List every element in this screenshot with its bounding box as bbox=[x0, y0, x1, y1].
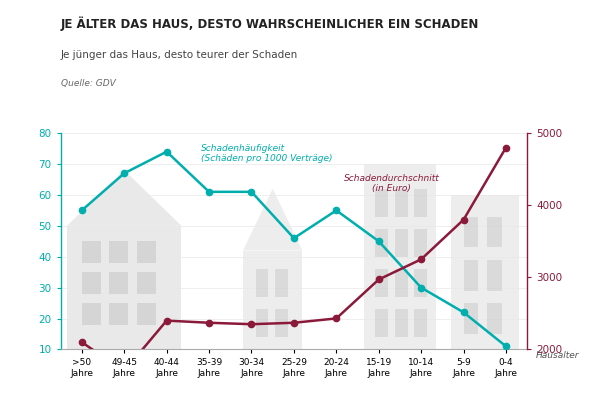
Bar bbox=[375, 269, 388, 297]
Bar bbox=[375, 309, 388, 337]
Bar bbox=[395, 189, 408, 217]
Bar bbox=[415, 269, 427, 297]
Bar bbox=[275, 269, 288, 297]
Bar bbox=[256, 309, 268, 337]
Polygon shape bbox=[67, 170, 182, 226]
Text: Je jünger das Haus, desto teurer der Schaden: Je jünger das Haus, desto teurer der Sch… bbox=[61, 50, 298, 60]
Text: Quelle: GDV: Quelle: GDV bbox=[61, 79, 115, 88]
Bar bbox=[395, 309, 408, 337]
Bar bbox=[451, 195, 519, 349]
Bar bbox=[110, 241, 128, 263]
Bar bbox=[110, 272, 128, 294]
Bar bbox=[243, 250, 302, 349]
Bar bbox=[487, 260, 502, 291]
Bar bbox=[395, 229, 408, 257]
Bar bbox=[256, 269, 268, 297]
Text: Schadenhäufigkeit
(Schäden pro 1000 Verträge): Schadenhäufigkeit (Schäden pro 1000 Vert… bbox=[201, 144, 332, 163]
Text: JE ÄLTER DAS HAUS, DESTO WAHRSCHEINLICHER EIN SCHADEN: JE ÄLTER DAS HAUS, DESTO WAHRSCHEINLICHE… bbox=[61, 17, 479, 31]
Bar bbox=[487, 217, 502, 248]
Bar bbox=[82, 241, 101, 263]
Bar bbox=[82, 272, 101, 294]
Text: Schadendurchschnitt
(in Euro): Schadendurchschnitt (in Euro) bbox=[344, 174, 439, 193]
Bar bbox=[487, 303, 502, 334]
Bar bbox=[82, 303, 101, 325]
Bar bbox=[415, 189, 427, 217]
Bar bbox=[464, 217, 479, 248]
Bar bbox=[415, 229, 427, 257]
Polygon shape bbox=[243, 189, 302, 250]
Bar bbox=[137, 303, 156, 325]
Bar bbox=[464, 260, 479, 291]
Bar bbox=[375, 189, 388, 217]
Bar bbox=[375, 229, 388, 257]
Bar bbox=[364, 164, 436, 349]
Bar bbox=[67, 226, 182, 349]
Bar bbox=[395, 269, 408, 297]
Bar bbox=[137, 272, 156, 294]
Text: Hausalter: Hausalter bbox=[536, 351, 579, 360]
Bar bbox=[137, 241, 156, 263]
Bar bbox=[110, 303, 128, 325]
Bar bbox=[415, 309, 427, 337]
Bar bbox=[464, 303, 479, 334]
Bar bbox=[275, 309, 288, 337]
